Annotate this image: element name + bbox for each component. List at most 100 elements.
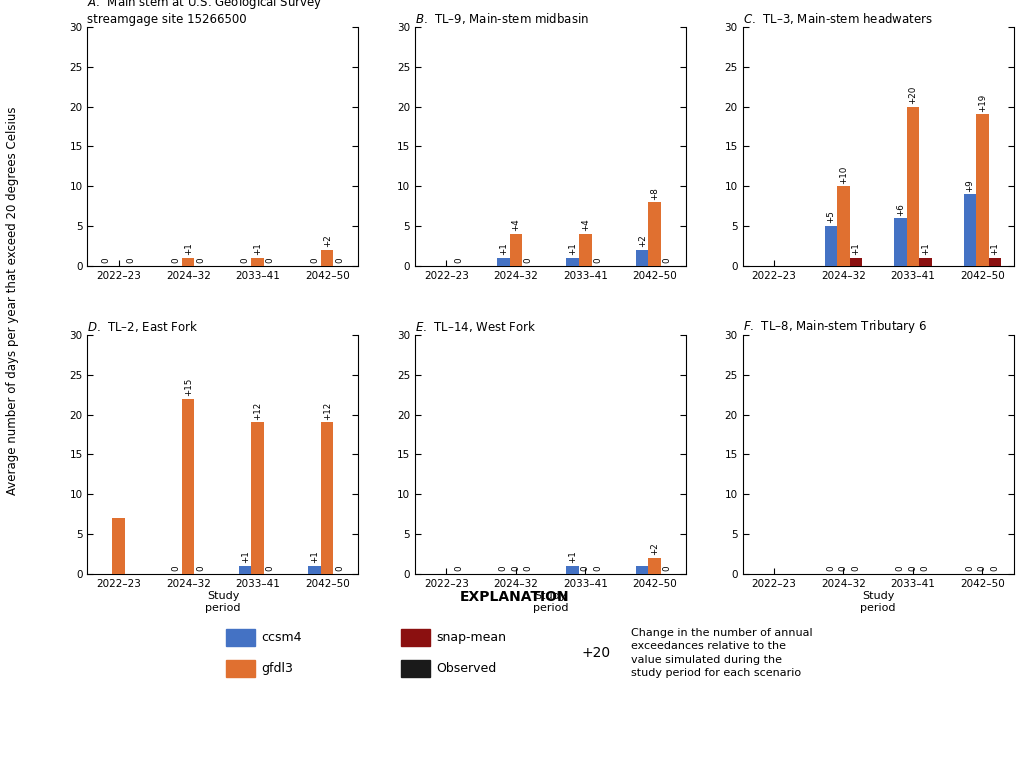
Text: Observed: Observed <box>436 662 497 675</box>
Bar <box>636 566 648 574</box>
Text: 0: 0 <box>454 258 463 263</box>
Bar <box>824 226 837 266</box>
Text: snap-mean: snap-mean <box>436 631 506 644</box>
Text: +1: +1 <box>184 243 192 256</box>
Text: $\bf\it{B}$.  TL–9, Main-stem midbasin: $\bf\it{B}$. TL–9, Main-stem midbasin <box>415 11 589 25</box>
Text: 0: 0 <box>197 258 205 263</box>
Text: 0: 0 <box>594 258 602 263</box>
Text: 0: 0 <box>990 566 999 571</box>
Bar <box>321 423 333 574</box>
Text: 0: 0 <box>265 566 275 571</box>
Text: 0: 0 <box>335 258 344 263</box>
Text: 0: 0 <box>454 566 463 571</box>
Text: +1: +1 <box>253 243 262 256</box>
Bar <box>321 249 333 266</box>
Text: +8: +8 <box>650 187 660 199</box>
Text: 0: 0 <box>524 566 533 571</box>
Text: $\bf\it{A}$.  Main stem at U.S. Geological Survey
streamgage site 15266500: $\bf\it{A}$. Main stem at U.S. Geologica… <box>87 0 323 25</box>
Text: +12: +12 <box>323 402 331 420</box>
Bar <box>182 258 194 266</box>
X-axis label: Study
period: Study period <box>533 591 568 613</box>
Text: +12: +12 <box>253 402 262 420</box>
Text: +1: +1 <box>568 243 577 256</box>
Text: Change in the number of annual
exceedances relative to the
value simulated durin: Change in the number of annual exceedanc… <box>631 628 813 678</box>
Text: 0: 0 <box>978 566 987 571</box>
Bar <box>497 258 509 266</box>
Text: +1: +1 <box>310 551 319 564</box>
Bar <box>963 194 977 266</box>
Text: Average number of days per year that exceed 20 degrees Celsius: Average number of days per year that exc… <box>6 106 19 494</box>
Text: ccsm4: ccsm4 <box>261 631 301 644</box>
Bar <box>907 106 919 266</box>
Text: +15: +15 <box>184 378 192 397</box>
Text: 0: 0 <box>171 566 180 571</box>
Bar <box>567 258 579 266</box>
Text: 0: 0 <box>171 258 180 263</box>
Text: +20: +20 <box>909 85 917 104</box>
Text: +1: +1 <box>499 243 507 256</box>
X-axis label: Study
period: Study period <box>860 591 896 613</box>
Text: gfdl3: gfdl3 <box>261 662 293 675</box>
Text: +1: +1 <box>990 243 999 256</box>
Text: 0: 0 <box>909 566 917 571</box>
Bar <box>251 423 264 574</box>
Text: +6: +6 <box>896 203 904 216</box>
Text: +1: +1 <box>241 551 250 564</box>
Bar <box>251 258 264 266</box>
Text: 0: 0 <box>127 258 136 263</box>
Bar <box>837 186 850 266</box>
Text: 0: 0 <box>499 566 507 571</box>
Bar <box>648 202 661 266</box>
Bar <box>894 218 907 266</box>
Bar <box>112 518 125 574</box>
Text: EXPLANATION: EXPLANATION <box>460 591 569 604</box>
Text: 0: 0 <box>663 566 672 571</box>
Text: +20: +20 <box>581 646 610 660</box>
Text: $\bf\it{F}$.  TL–8, Main-stem Tributary 6: $\bf\it{F}$. TL–8, Main-stem Tributary 6 <box>743 318 927 335</box>
Text: 0: 0 <box>965 566 974 571</box>
Text: +4: +4 <box>511 219 521 232</box>
Text: +2: +2 <box>638 235 647 247</box>
Text: $\bf\it{E}$.  TL–14, West Fork: $\bf\it{E}$. TL–14, West Fork <box>415 319 537 333</box>
Text: +19: +19 <box>978 94 987 112</box>
X-axis label: Study
period: Study period <box>205 591 241 613</box>
Text: +2: +2 <box>323 235 331 247</box>
Text: $\bf\it{D}$.  TL–2, East Fork: $\bf\it{D}$. TL–2, East Fork <box>87 319 199 333</box>
Bar <box>648 557 661 574</box>
Bar <box>509 234 522 266</box>
Bar <box>919 258 931 266</box>
Bar <box>239 566 251 574</box>
Text: +5: +5 <box>826 211 836 223</box>
Text: +10: +10 <box>839 166 848 184</box>
Text: 0: 0 <box>663 258 672 263</box>
Text: 0: 0 <box>265 258 275 263</box>
Text: 0: 0 <box>921 566 930 571</box>
Bar <box>977 115 989 266</box>
Text: 0: 0 <box>826 566 836 571</box>
Text: 0: 0 <box>511 566 521 571</box>
Text: 0: 0 <box>310 258 319 263</box>
Text: 0: 0 <box>896 566 904 571</box>
Bar <box>579 234 592 266</box>
Text: 0: 0 <box>102 258 111 263</box>
Text: 0: 0 <box>594 566 602 571</box>
Text: 0: 0 <box>839 566 848 571</box>
Text: +1: +1 <box>851 243 860 256</box>
Text: +1: +1 <box>921 243 930 256</box>
Text: $\bf\it{C}$.  TL–3, Main-stem headwaters: $\bf\it{C}$. TL–3, Main-stem headwaters <box>743 11 932 25</box>
Text: 0: 0 <box>197 566 205 571</box>
Text: 0: 0 <box>335 566 344 571</box>
Text: +2: +2 <box>650 543 660 555</box>
Text: 0: 0 <box>580 566 590 571</box>
Bar <box>309 566 321 574</box>
Bar <box>989 258 1001 266</box>
Text: +4: +4 <box>580 219 590 232</box>
Bar <box>567 566 579 574</box>
Text: +1: +1 <box>568 551 577 564</box>
Text: 0: 0 <box>851 566 860 571</box>
Text: 0: 0 <box>524 258 533 263</box>
Text: 0: 0 <box>241 258 250 263</box>
Bar <box>850 258 862 266</box>
Bar <box>182 399 194 574</box>
Text: +9: +9 <box>965 179 974 192</box>
